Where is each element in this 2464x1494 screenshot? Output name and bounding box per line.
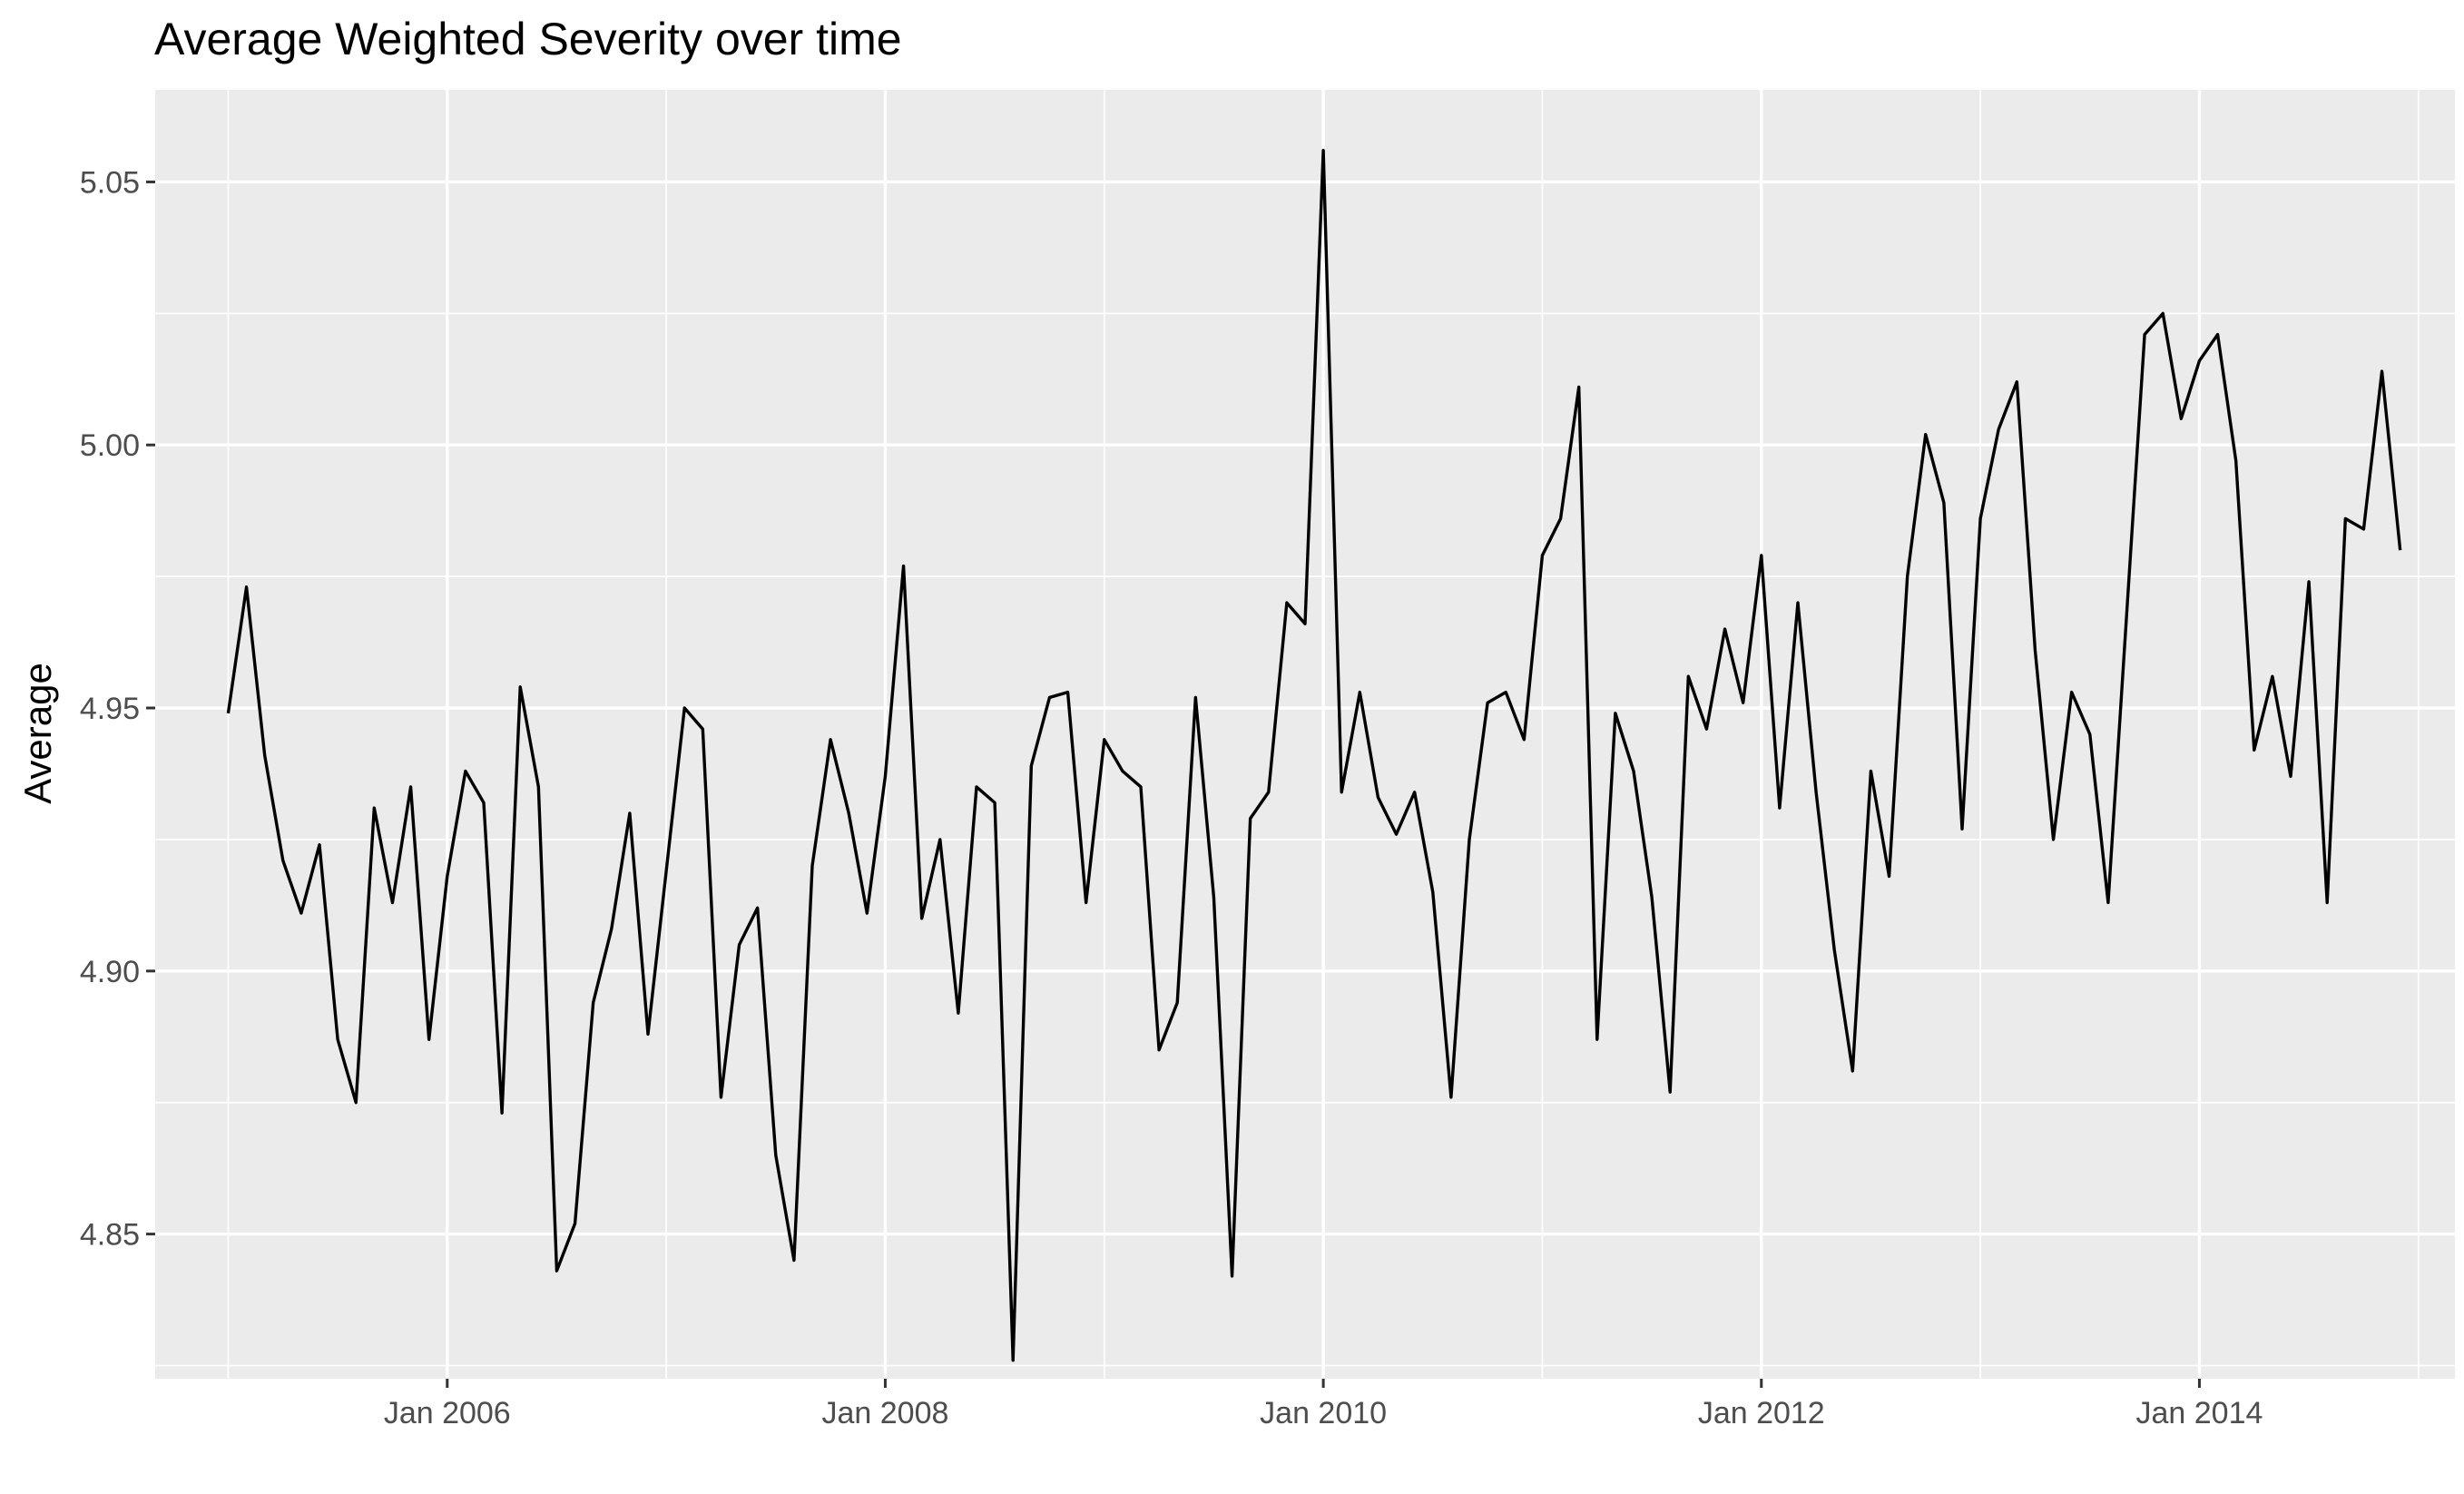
minor-gridlines-y	[155, 312, 2455, 1367]
chart-title: Average Weighted Severity over time	[154, 14, 902, 64]
y-tick-label: 4.85	[80, 1218, 140, 1253]
y-tick-label: 5.00	[80, 428, 140, 463]
major-gridlines-y	[155, 180, 2455, 1236]
x-tick-label: Jan 2008	[821, 1396, 948, 1430]
x-axis: Jan 2006 Jan 2008 Jan 2010 Jan 2012 Jan 2014	[384, 1379, 2263, 1430]
major-gridlines-x	[446, 90, 2202, 1379]
y-tick-label: 4.95	[80, 692, 140, 726]
y-axis-label: Average	[16, 663, 59, 804]
plot-panel	[155, 90, 2455, 1379]
series-line	[226, 148, 2402, 1362]
y-tick-label: 4.90	[80, 955, 140, 989]
x-tick-label: Jan 2012	[1698, 1396, 1825, 1430]
y-axis: 4.85 4.90 4.95 5.00 5.05	[80, 165, 155, 1253]
x-tick-label: Jan 2010	[1260, 1396, 1387, 1430]
y-tick-label: 5.05	[80, 165, 140, 200]
x-tick-label: Jan 2006	[384, 1396, 511, 1430]
minor-gridlines-x	[227, 90, 2420, 1379]
x-tick-label: Jan 2014	[2135, 1396, 2263, 1430]
